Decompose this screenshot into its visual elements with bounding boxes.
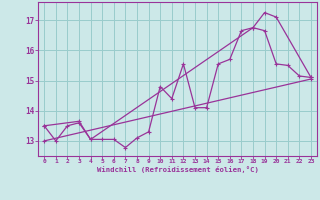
X-axis label: Windchill (Refroidissement éolien,°C): Windchill (Refroidissement éolien,°C) — [97, 166, 259, 173]
